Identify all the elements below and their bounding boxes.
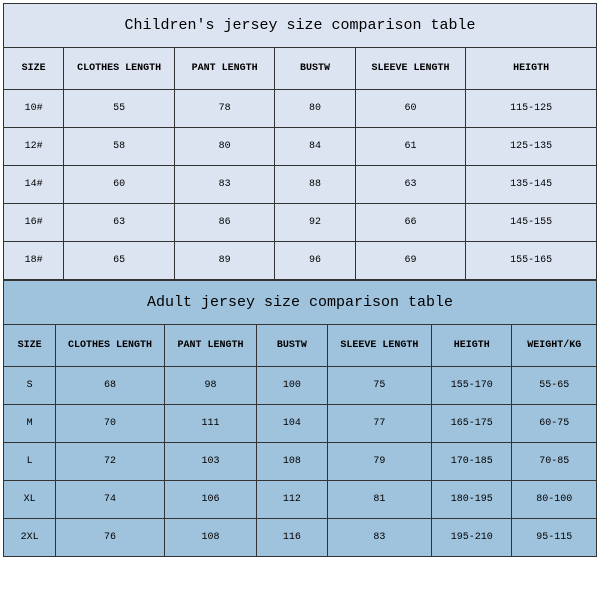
col-header: CLOTHES LENGTH [56, 325, 165, 367]
table-row: 14# 60 83 88 63 135-145 [4, 166, 597, 204]
cell: 69 [355, 242, 466, 280]
cell: 103 [164, 443, 256, 481]
table-row: 12# 58 80 84 61 125-135 [4, 128, 597, 166]
cell: 80 [275, 90, 355, 128]
cell: 92 [275, 204, 355, 242]
cell: 95-115 [512, 519, 597, 557]
table-row: 2XL 76 108 116 83 195-210 95-115 [4, 519, 597, 557]
cell: 180-195 [432, 481, 512, 519]
col-header: HEIGTH [432, 325, 512, 367]
col-header: HEIGTH [466, 48, 597, 90]
cell: 68 [56, 367, 165, 405]
cell: 88 [275, 166, 355, 204]
adult-table-title: Adult jersey size comparison table [4, 281, 597, 325]
cell: 18# [4, 242, 64, 280]
cell: 60-75 [512, 405, 597, 443]
cell: 61 [355, 128, 466, 166]
cell: 14# [4, 166, 64, 204]
cell: 80-100 [512, 481, 597, 519]
adult-size-table: Adult jersey size comparison table SIZE … [3, 280, 597, 557]
cell: 10# [4, 90, 64, 128]
col-header: PANT LENGTH [174, 48, 274, 90]
cell: 100 [257, 367, 327, 405]
cell: 145-155 [466, 204, 597, 242]
cell: 98 [164, 367, 256, 405]
cell: 12# [4, 128, 64, 166]
col-header: CLOTHES LENGTH [64, 48, 175, 90]
cell: 60 [355, 90, 466, 128]
table-row: S 68 98 100 75 155-170 55-65 [4, 367, 597, 405]
cell: 170-185 [432, 443, 512, 481]
cell: 89 [174, 242, 274, 280]
cell: 16# [4, 204, 64, 242]
cell: 79 [327, 443, 432, 481]
cell: 55-65 [512, 367, 597, 405]
cell: 195-210 [432, 519, 512, 557]
col-header: BUSTW [275, 48, 355, 90]
cell: 106 [164, 481, 256, 519]
cell: 165-175 [432, 405, 512, 443]
cell: 116 [257, 519, 327, 557]
cell: 155-170 [432, 367, 512, 405]
cell: XL [4, 481, 56, 519]
cell: 135-145 [466, 166, 597, 204]
cell: 155-165 [466, 242, 597, 280]
table-row: 18# 65 89 96 69 155-165 [4, 242, 597, 280]
cell: 81 [327, 481, 432, 519]
table-row: XL 74 106 112 81 180-195 80-100 [4, 481, 597, 519]
col-header: PANT LENGTH [164, 325, 256, 367]
cell: 86 [174, 204, 274, 242]
col-header: SLEEVE LENGTH [327, 325, 432, 367]
children-table-title: Children's jersey size comparison table [4, 4, 597, 48]
cell: L [4, 443, 56, 481]
cell: 111 [164, 405, 256, 443]
cell: 115-125 [466, 90, 597, 128]
table-row: 16# 63 86 92 66 145-155 [4, 204, 597, 242]
cell: 74 [56, 481, 165, 519]
cell: 70-85 [512, 443, 597, 481]
cell: 104 [257, 405, 327, 443]
cell: 63 [64, 204, 175, 242]
cell: 75 [327, 367, 432, 405]
cell: S [4, 367, 56, 405]
cell: 63 [355, 166, 466, 204]
cell: 70 [56, 405, 165, 443]
cell: 78 [174, 90, 274, 128]
cell: 55 [64, 90, 175, 128]
table-row: L 72 103 108 79 170-185 70-85 [4, 443, 597, 481]
cell: 125-135 [466, 128, 597, 166]
cell: 65 [64, 242, 175, 280]
cell: 58 [64, 128, 175, 166]
cell: 84 [275, 128, 355, 166]
cell: 60 [64, 166, 175, 204]
table-row: 10# 55 78 80 60 115-125 [4, 90, 597, 128]
cell: 108 [257, 443, 327, 481]
cell: M [4, 405, 56, 443]
cell: 96 [275, 242, 355, 280]
cell: 72 [56, 443, 165, 481]
cell: 80 [174, 128, 274, 166]
cell: 83 [327, 519, 432, 557]
table-row: M 70 111 104 77 165-175 60-75 [4, 405, 597, 443]
col-header: WEIGHT/KG [512, 325, 597, 367]
col-header: SIZE [4, 325, 56, 367]
cell: 112 [257, 481, 327, 519]
col-header: SLEEVE LENGTH [355, 48, 466, 90]
children-size-table: Children's jersey size comparison table … [3, 3, 597, 280]
col-header: BUSTW [257, 325, 327, 367]
cell: 108 [164, 519, 256, 557]
col-header: SIZE [4, 48, 64, 90]
cell: 66 [355, 204, 466, 242]
cell: 76 [56, 519, 165, 557]
cell: 83 [174, 166, 274, 204]
cell: 2XL [4, 519, 56, 557]
cell: 77 [327, 405, 432, 443]
